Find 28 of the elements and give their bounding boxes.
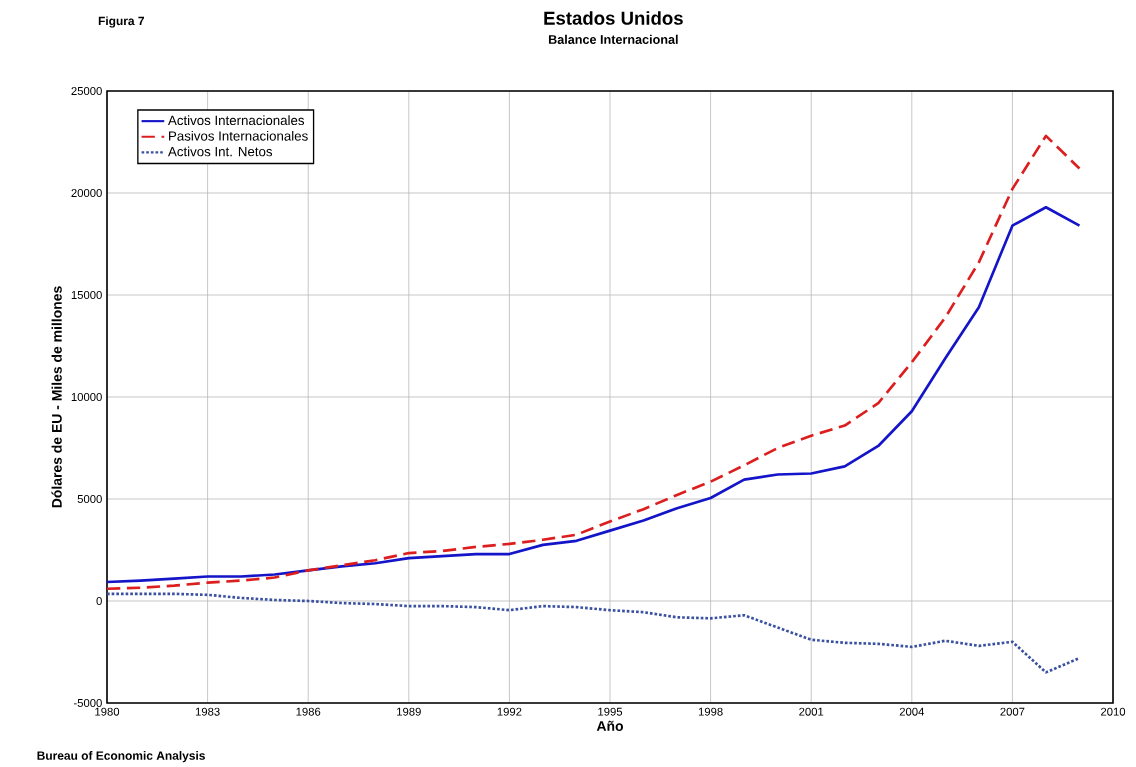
text: Bureau of Economic Analysis [37, 751, 205, 763]
y-tick-label: -5000 [73, 699, 102, 708]
legend-label: Activos Int. Netos [167, 146, 273, 157]
x-tick-label: 1983 [195, 707, 220, 716]
y-axis-title: Dólares de EU - Miles de millones [51, 286, 62, 508]
y-tick-label: 25000 [71, 87, 102, 96]
y-tick-label: 20000 [71, 189, 102, 198]
chart-subtitle: Balance Internacional [548, 34, 678, 45]
y-tick-label: 15000 [71, 291, 102, 300]
x-tick-label: 1986 [296, 707, 321, 716]
text: Figura 7 [98, 16, 145, 28]
y-tick-label: 5000 [77, 495, 102, 504]
x-tick-label: 1995 [598, 707, 623, 716]
line-series [107, 206, 1081, 584]
x-tick-label: 1992 [497, 707, 522, 716]
x-tick-label: 1998 [698, 707, 723, 716]
legend-label: Pasivos Internacionales [169, 131, 308, 141]
x-tick-label: 1980 [95, 707, 120, 716]
y-tick-label: 10000 [71, 393, 102, 402]
y-tick-label: 0 [96, 597, 102, 606]
x-tick-label: 1989 [397, 707, 421, 716]
chart-title: Estados Unidos [544, 11, 683, 25]
legend-label: Activos Internacionales [167, 115, 305, 126]
x-tick-label: 2001 [799, 707, 824, 716]
x-tick-label: 2007 [1000, 707, 1025, 716]
x-axis-title: Año [596, 721, 624, 732]
x-tick-label: 2004 [899, 707, 925, 716]
x-tick-label: 2010 [1101, 707, 1126, 716]
